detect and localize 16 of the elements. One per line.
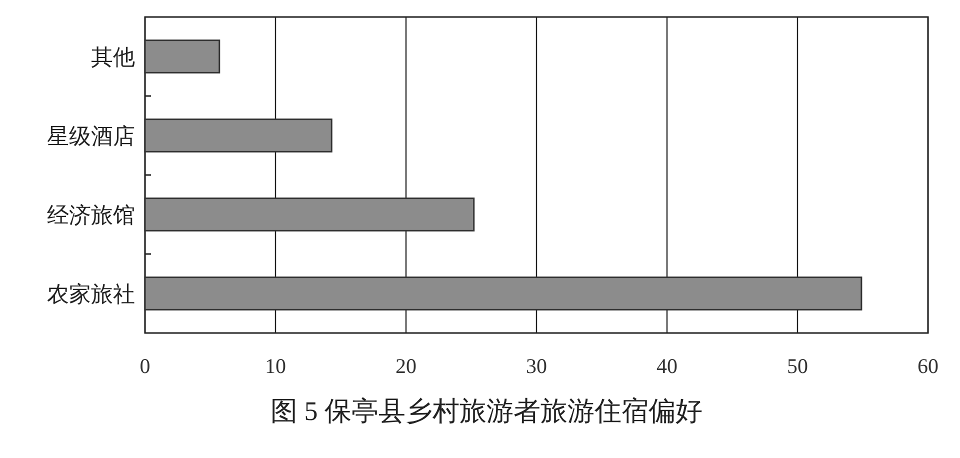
text: 图 5 保亭县乡村旅游者旅游住宿偏好 [270, 396, 702, 426]
y-tick-label: 经济旅馆 [47, 202, 135, 228]
bar [144, 118, 332, 152]
x-tick-label: 60 [918, 354, 938, 378]
y-tick-label: 星级酒店 [47, 124, 135, 148]
x-tick-label: 40 [656, 354, 678, 378]
x-tick-label: 20 [396, 354, 416, 378]
bar [144, 198, 475, 232]
bar [144, 40, 220, 74]
bar [144, 276, 862, 310]
x-tick-label: 0 [140, 354, 150, 378]
x-tick-label: 10 [265, 354, 286, 378]
x-tick-label: 50 [787, 354, 808, 378]
y-tick-label: 农家旅社 [47, 282, 135, 306]
x-tick-label: 30 [526, 354, 547, 378]
y-tick-label: 其他 [91, 44, 135, 70]
